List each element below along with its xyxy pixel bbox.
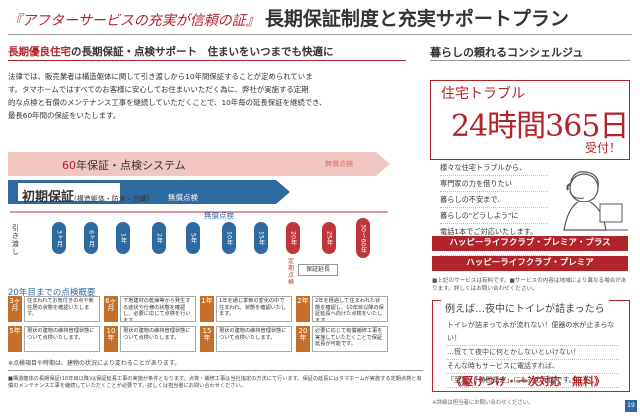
plan-premier-plus: ハッピーライフクラブ・プレミア・プラス: [432, 236, 628, 251]
inspection-text: 現状の建物の維持管理状態について点検いたします。: [216, 326, 292, 352]
warranty-arrows: [8, 152, 390, 213]
desc-line: 専門家の力を借りたい: [440, 176, 548, 192]
legal-text: ■構造躯体の長期保証(10年目以降)は保証延長工事の実施が条件となります。点検・…: [8, 376, 422, 389]
initial-warranty-sub: (構造躯体・防水・白蟻): [74, 195, 150, 203]
inspection-footnote: ※点検項目や時期は、建物の状況により変わることがあります。: [8, 360, 181, 367]
system-title-number: 60: [62, 159, 76, 172]
inspection-text: 2年を経過して住まわれた状態を確認し、10年目以降の保証延長へ向けた点検をいたし…: [312, 296, 388, 322]
header-divider: [8, 34, 632, 35]
period-badge: 10年: [104, 326, 118, 352]
inspection-overview-title: 20年目までの点検概要: [8, 288, 96, 298]
free-inspection-label-mid: 無償点検: [168, 193, 198, 202]
legal-divider: [8, 370, 423, 371]
period-badge: 5年: [8, 326, 22, 352]
left-divider: [8, 60, 406, 61]
pill-15-year: 15年: [254, 222, 268, 254]
initial-warranty-label-bg: [18, 183, 120, 201]
period-badge: 2年: [296, 296, 310, 322]
pill-6-months: 6ヶ月: [84, 222, 98, 254]
inspection-text: 必要に応じて有償補修工事を実施していただくことで保証延長が可能です。: [312, 326, 388, 352]
inspection-text: 現状の建物の維持管理状態について点検いたします。: [24, 326, 100, 352]
right-section-title: 暮らしの頼れるコンシェルジュ: [430, 46, 584, 59]
plan-premier: ハッピーライフクラブ・プレミア: [432, 256, 628, 271]
night-example-box: 例えば…夜中にトイレが詰まったら トイレが詰まって水が流れない！便器の水が止まら…: [432, 300, 630, 392]
handover-label: 引き渡し: [12, 224, 19, 256]
pill-20-year: 20年: [286, 222, 300, 254]
warranty-extension-label: 保証延長: [298, 264, 338, 276]
intro-line: 最長60年間の保証をいたします。: [8, 111, 121, 120]
period-badge: 15年: [200, 326, 214, 352]
inspection-text: 現状の建物の維持管理状態について点検いたします。: [120, 326, 196, 352]
page-number: 19: [625, 400, 637, 412]
inspection-text: 下地建材の乾燥等から発生する症状や仕様の状態を確認し、必要に応じて点検を行います…: [120, 296, 196, 322]
period-badge: 1年: [200, 296, 214, 322]
pill-5-year: 5年: [186, 222, 200, 254]
sixty-year-arrow: [8, 152, 390, 176]
section-title-highlight: 長期優良住宅: [8, 46, 71, 58]
pill-25-year: 25年: [322, 222, 336, 254]
pill-1-year: 1年: [116, 222, 130, 254]
inspection-grid: 3ヶ月 住まわれてお気付きの点や新住居の状態を確認いたします。 6ヶ月 下地建材…: [8, 296, 388, 356]
desc-line: 暮らしの"どうしよう"に: [440, 208, 548, 224]
pill-3-months: 3ヶ月: [52, 222, 66, 254]
initial-warranty-heading: 初期保証: [22, 190, 75, 205]
support-24h-box: 住宅トラブル 24時間365日 受付！: [430, 80, 630, 160]
left-section-title: 長期優良住宅の長期保証・点検サポート 住まいをいつまでも快適に: [8, 44, 400, 59]
intro-line: す。タマホームではすべてのお客様に安心してお住まいいただく為に、弊社が実施する定…: [8, 85, 309, 94]
intro-line: 的な点検と有償のメンテナンス工事を継続していただくことで、10年毎の延長保証を継…: [8, 98, 327, 107]
night-line: 「至急」「時間指定」にも対応可能です。: [447, 374, 619, 388]
page-header: 『アフターサービスの充実が信頼の証』 長期保証制度と充実サポートプラン: [8, 4, 632, 32]
pill-2-year: 2年: [152, 222, 166, 254]
service-note: ■上記のサービスは有料です。■サービスの内容は地域により異なる場合があります。詳…: [432, 278, 627, 292]
section-title-text: の長期保証・点検サポート 住まいをいつまでも快適に: [71, 46, 334, 58]
free-inspection-label-top: 無償点検: [325, 160, 353, 168]
periodic-inspection-label: 定期点検: [288, 258, 295, 286]
right-divider: [430, 60, 630, 61]
pill-10-year: 10年: [222, 222, 236, 254]
pill-30-60-year: 30〜60年: [356, 218, 370, 258]
right-footnote: ※詳細は担当者にお問い合わせください。: [432, 400, 534, 406]
header-subtitle: 『アフターサービスの充実が信頼の証』: [8, 13, 260, 29]
inspection-text: 1年を通じ季節の変化の中で住まわれ、状態を確認いたします。: [216, 296, 292, 322]
intro-paragraph: 法律では、販売業者は構造躯体に関して引き渡しから10年間保証することが定められて…: [8, 70, 408, 122]
initial-warranty-title: 初期保証(構造躯体・防水・白蟻): [22, 186, 149, 205]
period-badge: 20年: [296, 326, 310, 352]
system-title-text: 年保証・点検システム: [76, 159, 186, 172]
free-dispatch-label: 《駆けつけ・一次対応 無料》: [451, 375, 605, 388]
night-line: トイレが詰まって水が流れない！便器の水が止まらない！: [447, 319, 619, 346]
header-title: 長期保証制度と充実サポートプラン: [264, 8, 569, 30]
operator-illustration: [563, 171, 628, 231]
system-title: 60年保証・点検システム: [62, 157, 186, 173]
intro-line: 法律では、販売業者は構造躯体に関して引き渡しから10年間保証することが定められて…: [8, 72, 313, 81]
free-inspection-label-lower: 無償点検: [204, 211, 234, 220]
period-badge: 6ヶ月: [104, 296, 118, 322]
inspection-text: 住まわれてお気付きの点や新住居の状態を確認いたします。: [24, 296, 100, 322]
night-line: そんな時もサービスに電話すれば、: [447, 360, 619, 374]
desc-line: 暮らしの不安まで、: [440, 192, 548, 208]
support-box-line2: 24時間365日: [451, 109, 629, 144]
period-badge: 3ヶ月: [8, 296, 22, 322]
support-box-line1: 住宅トラブル: [441, 86, 525, 102]
night-example-title: 例えば…夜中にトイレが詰まったら: [441, 300, 609, 315]
desc-line: 様々な住宅トラブルから、: [440, 160, 548, 176]
support-box-line3: 受付！: [584, 141, 621, 155]
night-line: …慌てて夜中に何とかしないといけない！: [447, 346, 619, 360]
night-example-body: トイレが詰まって水が流れない！便器の水が止まらない！ …慌てて夜中に何とかしない…: [447, 319, 619, 388]
